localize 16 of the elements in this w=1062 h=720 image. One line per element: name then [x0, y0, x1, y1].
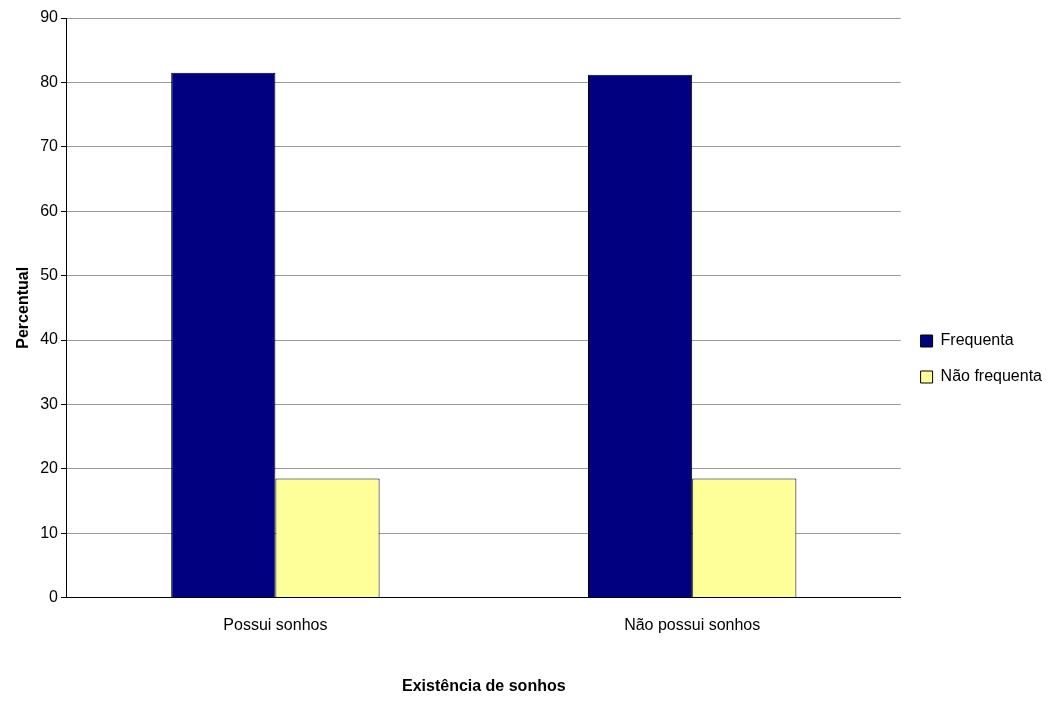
y-tick-label: 40 — [40, 330, 59, 348]
y-tick-label: 10 — [40, 523, 59, 541]
y-tick-label: 20 — [40, 459, 59, 477]
legend-label: Frequenta — [940, 331, 1014, 349]
x-axis-title: Existência de sonhos — [401, 676, 566, 694]
y-tick-label: 30 — [40, 394, 59, 412]
y-tick-label: 90 — [40, 8, 59, 26]
y-tick-label: 80 — [40, 72, 59, 90]
x-tick-label: Possui sonhos — [223, 615, 328, 633]
y-tick-label: 0 — [49, 588, 59, 606]
y-axis-title: Percentual — [14, 266, 32, 349]
y-tick-label: 70 — [40, 137, 59, 155]
y-tick-label: 60 — [40, 201, 59, 219]
legend-label: Não frequenta — [940, 367, 1043, 385]
x-tick-label: Não possui sonhos — [624, 615, 761, 633]
y-tick-label: 50 — [40, 266, 59, 284]
